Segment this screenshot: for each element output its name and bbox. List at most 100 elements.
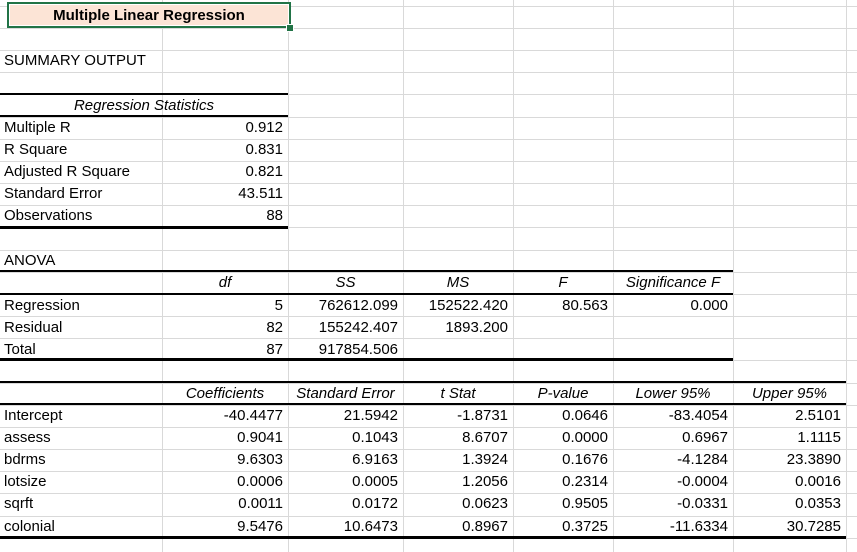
title-cell-text: Multiple Linear Regression [53, 6, 245, 24]
coef-col-t-stat[interactable]: t Stat [440, 385, 476, 402]
stat-label-multiple-r[interactable]: Multiple R [4, 119, 71, 136]
coef-row-label[interactable]: assess [4, 429, 51, 446]
coef-row-label[interactable]: sqrft [4, 495, 34, 512]
anova-cell-ms[interactable]: 152522.420 [428, 297, 508, 314]
coef-row-label[interactable]: colonial [4, 518, 55, 535]
coef-col-lower-95[interactable]: Lower 95% [635, 385, 711, 402]
row-gridline [0, 72, 857, 73]
stat-label-adjusted-r-square[interactable]: Adjusted R Square [4, 163, 130, 180]
anova-cell-ss[interactable]: 155242.407 [318, 319, 398, 336]
summary-output-heading[interactable]: SUMMARY OUTPUT [4, 52, 146, 69]
stat-value-observations[interactable]: 88 [266, 207, 283, 224]
selection-fill-handle-icon[interactable] [286, 24, 294, 32]
coef-cell-se[interactable]: 0.1043 [352, 429, 398, 446]
coef-cell-upper[interactable]: 0.0353 [795, 495, 841, 512]
anova-cell-ss[interactable]: 917854.506 [318, 341, 398, 358]
coef-cell-upper[interactable]: 23.3890 [786, 451, 841, 468]
table-border-line [0, 93, 288, 95]
coef-col-upper-95[interactable]: Upper 95% [751, 385, 828, 402]
anova-col-sig-f[interactable]: Significance F [625, 274, 721, 291]
coef-cell-lower[interactable]: -4.1284 [677, 451, 728, 468]
coef-cell-se[interactable]: 0.0172 [352, 495, 398, 512]
anova-col-f[interactable]: F [558, 274, 568, 291]
coef-cell-lower[interactable]: -11.6334 [669, 518, 728, 535]
stat-label-r-square[interactable]: R Square [4, 141, 68, 158]
coef-cell-coef[interactable]: 9.6303 [237, 451, 283, 468]
anova-cell-ms[interactable]: 1893.200 [445, 319, 508, 336]
coef-col-standard-error[interactable]: Standard Error [296, 385, 395, 402]
coef-cell-lower[interactable]: -0.0331 [677, 495, 728, 512]
row-gridline [0, 50, 857, 51]
coef-cell-p[interactable]: 0.1676 [562, 451, 608, 468]
coef-cell-p[interactable]: 0.3725 [562, 518, 608, 535]
coef-row-label[interactable]: bdrms [4, 451, 46, 468]
anova-cell-f[interactable]: 80.563 [562, 297, 608, 314]
coef-cell-t[interactable]: 0.8967 [462, 518, 508, 535]
coef-cell-lower[interactable]: -0.0004 [677, 473, 728, 490]
coef-cell-coef[interactable]: 0.0011 [238, 495, 283, 512]
stat-label-observations[interactable]: Observations [4, 207, 93, 224]
coef-cell-upper[interactable]: 30.7285 [786, 518, 841, 535]
row-gridline [0, 493, 857, 494]
coef-cell-upper[interactable]: 2.5101 [795, 407, 841, 424]
coef-cell-p[interactable]: 0.0646 [562, 407, 608, 424]
anova-row-label[interactable]: Total [4, 341, 36, 358]
coef-cell-coef[interactable]: 0.0006 [237, 473, 283, 490]
selected-title-cell[interactable]: Multiple Linear Regression [7, 2, 291, 28]
anova-col-ss[interactable]: SS [335, 274, 356, 291]
stat-value-adjusted-r-square[interactable]: 0.821 [245, 163, 283, 180]
coef-cell-t[interactable]: 1.3924 [462, 451, 508, 468]
coef-row-label[interactable]: Intercept [4, 407, 63, 424]
row-gridline [0, 117, 857, 118]
stat-label-standard-error[interactable]: Standard Error [4, 185, 103, 202]
anova-col-df[interactable]: df [218, 274, 232, 291]
coef-col-p-value[interactable]: P-value [537, 385, 589, 402]
coef-cell-t[interactable]: -1.8731 [457, 407, 508, 424]
coef-cell-se[interactable]: 10.6473 [343, 518, 398, 535]
coef-cell-lower[interactable]: -83.4054 [668, 407, 728, 424]
coef-cell-se[interactable]: 21.5942 [343, 407, 398, 424]
row-gridline [0, 205, 857, 206]
stat-value-r-square[interactable]: 0.831 [245, 141, 283, 158]
row-gridline [0, 250, 857, 251]
anova-col-ms[interactable]: MS [446, 274, 470, 291]
row-gridline [0, 161, 857, 162]
row-gridline [0, 338, 857, 339]
coef-cell-upper[interactable]: 1.1115 [797, 429, 841, 446]
anova-cell-df[interactable]: 87 [266, 341, 283, 358]
anova-heading[interactable]: ANOVA [4, 252, 56, 269]
anova-row-label[interactable]: Residual [4, 319, 63, 336]
coef-cell-p[interactable]: 0.0000 [562, 429, 608, 446]
coef-col-coefficients[interactable]: Coefficients [185, 385, 265, 402]
coef-cell-lower[interactable]: 0.6967 [682, 429, 728, 446]
coef-row-label[interactable]: lotsize [4, 473, 47, 490]
coef-cell-t[interactable]: 8.6707 [462, 429, 508, 446]
stat-value-standard-error[interactable]: 43.511 [238, 185, 283, 202]
anova-cell-df[interactable]: 5 [274, 297, 283, 314]
stat-value-multiple-r[interactable]: 0.912 [245, 119, 283, 136]
coef-cell-coef[interactable]: -40.4477 [223, 407, 283, 424]
column-gridline [846, 0, 847, 552]
coef-cell-t[interactable]: 1.2056 [462, 473, 508, 490]
table-border-line [0, 293, 733, 295]
coef-cell-upper[interactable]: 0.0016 [795, 473, 841, 490]
anova-cell-df[interactable]: 82 [266, 319, 283, 336]
row-gridline [0, 139, 857, 140]
coef-cell-t[interactable]: 0.0623 [462, 495, 508, 512]
anova-row-label[interactable]: Regression [4, 297, 80, 314]
coef-cell-coef[interactable]: 9.5476 [237, 518, 283, 535]
regression-statistics-header[interactable]: Regression Statistics [73, 97, 215, 114]
coef-cell-se[interactable]: 0.0005 [352, 473, 398, 490]
table-border-line [0, 115, 288, 117]
coef-cell-p[interactable]: 0.2314 [562, 473, 608, 490]
coef-cell-se[interactable]: 6.9163 [352, 451, 398, 468]
row-gridline [0, 227, 857, 228]
anova-cell-sig-f[interactable]: 0.000 [690, 297, 728, 314]
row-gridline [0, 316, 857, 317]
coef-cell-coef[interactable]: 0.9041 [237, 429, 283, 446]
anova-cell-ss[interactable]: 762612.099 [318, 297, 398, 314]
table-border-line [0, 358, 733, 361]
coef-cell-p[interactable]: 0.9505 [562, 495, 608, 512]
row-gridline [0, 471, 857, 472]
